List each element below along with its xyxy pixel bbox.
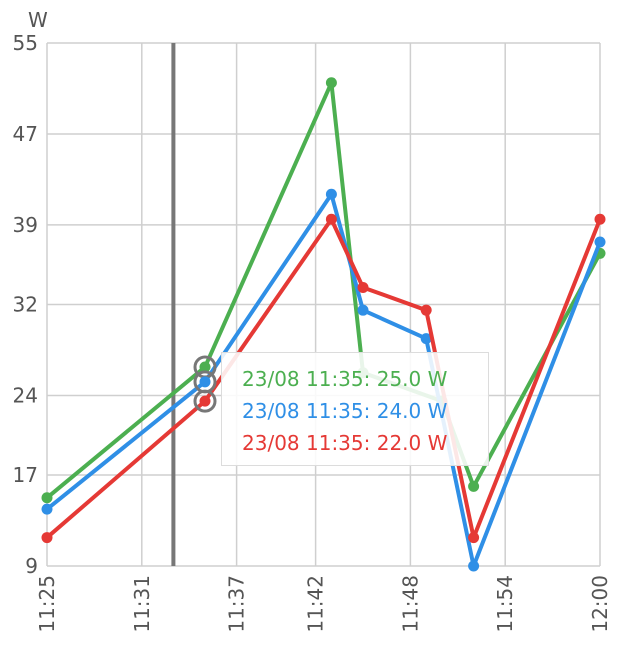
data-point[interactable] (594, 236, 606, 248)
data-point[interactable] (357, 281, 369, 293)
data-point[interactable] (357, 304, 369, 316)
y-tick-label: 55 (13, 31, 38, 55)
series (41, 77, 606, 572)
y-tick-label: 32 (13, 293, 38, 317)
highlight-point[interactable] (199, 376, 211, 388)
data-point[interactable] (420, 333, 432, 345)
x-tick-label: 11:31 (130, 575, 154, 633)
highlight-point[interactable] (199, 395, 211, 407)
x-tick-label: 12:00 (588, 575, 612, 633)
data-point[interactable] (325, 77, 337, 89)
y-tick-label: 24 (13, 383, 38, 407)
y-axis-unit-label: W (28, 8, 48, 32)
data-point[interactable] (594, 213, 606, 225)
grid (46, 42, 601, 567)
x-tick-label: 11:54 (493, 575, 517, 633)
highlight-ring[interactable] (193, 389, 217, 413)
y-tick-label: 9 (25, 554, 38, 578)
y-tick-label: 47 (13, 122, 38, 146)
y-tick-label: 17 (13, 463, 38, 487)
data-point[interactable] (420, 304, 432, 316)
x-tick-label: 11:42 (304, 575, 328, 633)
data-point[interactable] (468, 560, 480, 572)
tooltip-line-blue: 23/08 11:35: 24.0 W (242, 399, 448, 423)
y-axis-ticks: 55 47 39 32 24 17 9 (13, 31, 38, 578)
x-tick-label: 11:48 (398, 575, 422, 633)
highlight-markers[interactable] (193, 355, 217, 413)
x-tick-label: 11:37 (225, 575, 249, 633)
data-point[interactable] (41, 503, 53, 515)
tooltip-line-red: 23/08 11:35: 22.0 W (242, 431, 448, 455)
x-tick-label: 11:25 (35, 575, 59, 633)
data-point[interactable] (468, 480, 480, 492)
tooltip-line-green: 23/08 11:35: 25.0 W (242, 367, 448, 391)
data-point[interactable] (41, 492, 53, 504)
y-tick-label: 39 (13, 213, 38, 237)
x-axis-ticks: 11:25 11:31 11:37 11:42 11:48 11:54 12:00 (35, 575, 612, 633)
data-tooltip: 23/08 11:35: 25.0 W 23/08 11:35: 24.0 W … (221, 352, 489, 466)
data-point[interactable] (41, 532, 53, 544)
data-point[interactable] (325, 213, 337, 225)
data-point[interactable] (468, 532, 480, 544)
data-point[interactable] (325, 188, 337, 200)
highlight-point[interactable] (199, 361, 211, 373)
